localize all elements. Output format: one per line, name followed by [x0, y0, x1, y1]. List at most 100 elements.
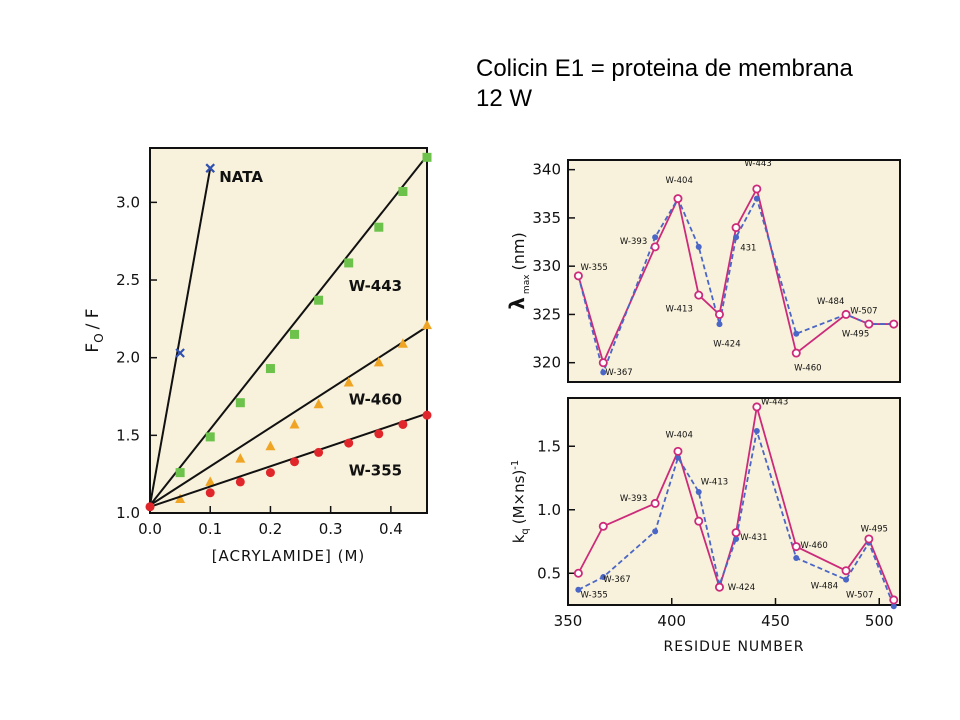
- lm-point-magenta: [864, 319, 874, 329]
- sv-point-nata-b: [205, 163, 215, 173]
- sv-point-w-443: [265, 364, 275, 374]
- sv-point-w-355: [314, 447, 324, 457]
- lm-point-magenta: [598, 358, 608, 368]
- sv-ytick-label: 2.5: [116, 271, 140, 289]
- sv-plot-area: [149, 147, 428, 514]
- sv-point-w-443: [422, 152, 432, 162]
- lm-annotation: W-484: [817, 297, 844, 307]
- sv-point-w-460: [373, 356, 384, 367]
- kq-point-magenta: [650, 498, 660, 508]
- sv-point-w-443: [290, 329, 300, 339]
- sv-point-w-355: [205, 488, 215, 498]
- kq-point-blue: [695, 488, 702, 495]
- sv-point-w-355: [422, 410, 432, 420]
- kq-annotation: W-424: [728, 583, 755, 593]
- lm-annotation: W-507: [850, 306, 877, 316]
- sv-series-label-w-443: W-443: [349, 277, 402, 295]
- sv-point-w-355: [398, 419, 408, 429]
- lm-y-label-main: λ: [505, 297, 529, 310]
- sv-point-w-460: [422, 319, 432, 330]
- kq-point-blue: [600, 574, 607, 581]
- lm-annotation: W-495: [842, 330, 869, 340]
- lm-point-magenta: [752, 184, 762, 194]
- sv-point-w-443: [175, 468, 185, 478]
- sv-xtick-label: 0.0: [138, 520, 162, 538]
- lm-y-label-rest: (nm): [509, 232, 528, 270]
- lm-annotation: 431: [740, 244, 756, 254]
- kq-y-label-sup: -1: [510, 460, 521, 470]
- sv-ytick-label: 1.5: [116, 426, 140, 444]
- kq-annotation: W-355: [580, 590, 607, 600]
- sv-point-w-443: [205, 432, 215, 442]
- lm-point-blue: [793, 330, 800, 337]
- kq-ytick-label: 0.5: [537, 564, 561, 582]
- sv-point-w-460: [235, 453, 246, 463]
- kq-y-label-main: k: [510, 534, 528, 543]
- kq-annotation: W-393: [620, 494, 647, 504]
- kq-point-blue: [733, 535, 740, 542]
- lm-point-blue: [695, 243, 702, 250]
- kq-point-magenta: [714, 582, 724, 592]
- kq-point-blue: [575, 586, 582, 593]
- lm-point-blue: [753, 195, 760, 202]
- lm-annotation: W-443: [744, 159, 771, 169]
- lm-annotation: W-424: [713, 339, 740, 349]
- sv-point-nata-b: [175, 348, 185, 358]
- kq-annotation: W-404: [666, 430, 693, 440]
- sv-point-w-460: [175, 493, 186, 504]
- kq-annotation: W-431: [740, 533, 767, 543]
- sv-series-label-nata: NATA: [219, 168, 263, 186]
- sv-line-w-460: [149, 325, 428, 507]
- kq-point-blue: [652, 528, 659, 535]
- lm-point-magenta: [791, 348, 801, 358]
- sv-point-w-355: [344, 438, 354, 448]
- sv-point-w-355: [374, 429, 384, 439]
- lm-annotation: W-413: [666, 305, 693, 315]
- lm-plot-area: [567, 159, 901, 383]
- sv-point-w-460: [343, 377, 354, 387]
- lm-y-axis-label-text: λ max (nm): [505, 232, 532, 309]
- kq-point-magenta: [752, 402, 762, 412]
- lm-point-magenta: [889, 319, 899, 329]
- sv-xtick-label: 0.4: [379, 520, 403, 538]
- lm-point-magenta: [573, 271, 583, 281]
- kq-xtick-label: 450: [761, 612, 790, 630]
- lm-annotation: W-355: [580, 263, 607, 273]
- sv-point-nata: [175, 348, 185, 358]
- kq-xtick-label: 400: [657, 612, 686, 630]
- kq-annotation: W-507: [846, 590, 873, 600]
- lm-annotation: W-393: [620, 237, 647, 247]
- sv-point-w-443: [235, 398, 245, 408]
- lm-point-magenta: [694, 290, 704, 300]
- sv-origin-point: [146, 502, 154, 511]
- kq-ytick-label: 1.5: [537, 437, 561, 455]
- sv-xtick-label: 0.1: [198, 520, 222, 538]
- sv-point-w-460: [265, 440, 276, 451]
- kq-y-label-sub: q: [520, 528, 531, 534]
- lm-point-magenta: [841, 309, 851, 319]
- sv-ytick-label: 2.0: [116, 349, 140, 367]
- kq-point-magenta: [731, 528, 741, 538]
- sv-point-w-443: [314, 295, 324, 305]
- sv-ytick-label: 1.0: [116, 504, 140, 522]
- kq-point-blue: [753, 428, 760, 435]
- lm-ytick-label: 325: [532, 305, 561, 323]
- sv-line-nata: [149, 168, 212, 506]
- kq-annotation: W-460: [800, 541, 827, 551]
- sv-point-w-443: [344, 258, 354, 268]
- kq-y-axis-label-text: kq (M×ns)-1: [510, 460, 531, 544]
- lm-y-axis-label: λ max (nm): [505, 232, 532, 309]
- kq-annotation: W-367: [603, 575, 630, 585]
- sv-point-w-355: [290, 457, 300, 467]
- lm-point-blue: [652, 234, 659, 241]
- kq-point-magenta: [889, 595, 899, 605]
- kq-annotation: W-495: [861, 524, 888, 534]
- sv-point-w-460: [397, 338, 408, 348]
- sv-point-nata: [205, 163, 215, 173]
- kq-annotation: W-413: [701, 477, 728, 487]
- sv-ytick-label: 3.0: [116, 193, 140, 211]
- sv-point-w-355: [235, 477, 245, 487]
- sv-series-label-w-355: W-355: [349, 462, 402, 480]
- kq-y-label-rest: (M×ns): [510, 470, 528, 525]
